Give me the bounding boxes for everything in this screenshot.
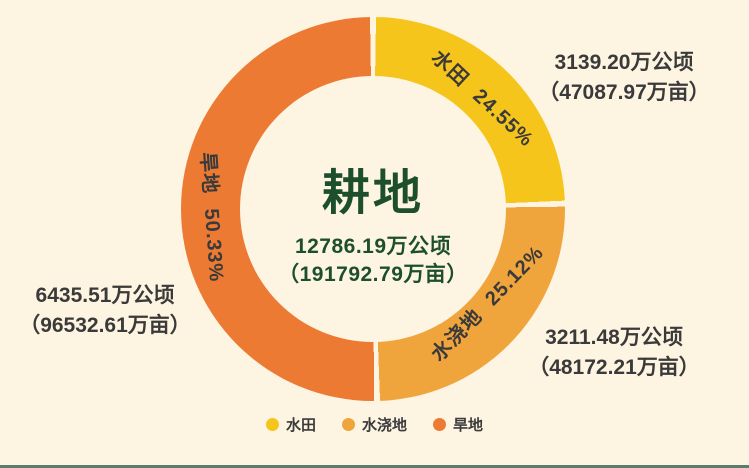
callout-paddy-hectares: 3139.20万公顷 [554,51,694,74]
callout-irrigated-land: 3211.48万公顷 （48172.21万亩） [528,323,700,384]
callout-dry-mu: （96532.61万亩） [19,314,191,338]
callout-dry-hectares: 6435.51万公顷 [35,284,175,307]
total-mu: （191792.79万亩） [278,263,468,287]
total-hectares: 12786.19万公顷 [294,234,452,258]
donut-center-text: 耕地 12786.19万公顷 （191792.79万亩） [233,167,513,289]
legend-label-paddy: 水田 [285,417,316,434]
legend-dot-irrigated-icon [341,418,355,431]
legend-label-dry: 旱地 [453,417,484,434]
legend: 水田 水浇地 旱地 [0,414,749,435]
callout-irrigated-mu: （48172.21万亩） [528,356,700,380]
legend-dot-dry-icon [433,418,446,431]
donut-hole [240,76,506,342]
legend-item-dry-land: 旱地 [433,414,483,435]
callout-paddy-field: 3139.20万公顷 （47087.97万亩） [538,48,710,109]
legend-dot-paddy-icon [265,418,279,431]
legend-item-paddy-field: 水田 [265,414,316,435]
callout-paddy-mu: （47087.97万亩） [538,81,710,105]
legend-item-irrigated-land: 水浇地 [341,414,407,435]
bottom-divider [0,465,749,468]
legend-label-irrigated: 水浇地 [361,417,407,434]
callout-irrigated-hectares: 3211.48万公顷 [545,326,683,349]
chart-title: 耕地 [321,167,424,220]
callout-dry-land: 6435.51万公顷 （96532.61万亩） [12,281,198,342]
donut-chart [181,17,565,401]
